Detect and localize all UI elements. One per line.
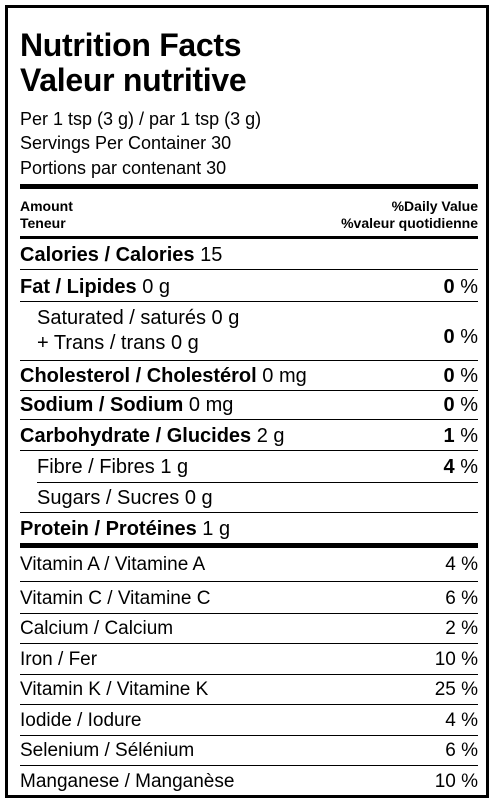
nutrition-facts-panel: Nutrition Facts Valeur nutritive Per 1 t… [5, 5, 489, 798]
thick-rule [20, 184, 478, 189]
amount-heading-english: Amount [20, 198, 73, 214]
protein-amount: 1 g [202, 518, 231, 540]
trans-amount: 0 g [170, 332, 199, 354]
trans-row: + Trans / trans 0 g [37, 331, 478, 355]
calcium-daily-value: 2 % [445, 618, 478, 639]
amount-heading-french: Teneur [20, 215, 66, 231]
selenium-row: Selenium / Sélénium 6 % [20, 739, 478, 763]
divider [20, 765, 478, 766]
manganese-row: Manganese / Manganèse 10 % [20, 770, 478, 794]
carbohydrate-daily-value: 1 % [443, 425, 478, 447]
fibre-row: Fibre / Fibres 1 g [37, 455, 478, 479]
vitamin-c-row: Vitamin C / Vitamine C 6 % [20, 587, 478, 611]
fibre-daily-value: 4 % [443, 456, 478, 478]
iodide-label: Iodide / Iodure [20, 710, 142, 731]
daily-value-heading-french: %valeur quotidienne [341, 215, 478, 231]
iron-label: Iron / Fer [20, 649, 98, 670]
trans-label: + Trans / trans [37, 332, 166, 354]
fibre-label: Fibre / Fibres [37, 456, 155, 478]
saturated-amount: 0 g [211, 307, 240, 329]
sugars-label: Sugars / Sucres [37, 487, 180, 509]
medium-rule [20, 236, 478, 239]
iron-daily-value: 10 % [434, 649, 478, 670]
thick-rule [20, 543, 478, 548]
vitamin-c-label: Vitamin C / Vitamine C [20, 588, 211, 609]
divider [20, 512, 478, 513]
divider [20, 735, 478, 736]
divider [37, 482, 478, 483]
saturated-row: Saturated / saturés 0 g [37, 306, 478, 330]
carbohydrate-row: Carbohydrate / Glucides 2 g 1 % [20, 424, 478, 448]
sodium-amount: 0 mg [188, 394, 234, 416]
manganese-label: Manganese / Manganèse [20, 771, 235, 792]
sodium-daily-value: 0 % [443, 394, 478, 416]
sodium-label: Sodium / Sodium [20, 394, 184, 416]
divider [20, 704, 478, 705]
fat-daily-value: 0 % [443, 276, 478, 298]
selenium-daily-value: 6 % [445, 740, 478, 761]
cholesterol-row: Cholesterol / Cholestérol 0 mg 0 % [20, 364, 478, 388]
daily-value-heading-english: %Daily Value [391, 198, 478, 214]
cholesterol-daily-value: 0 % [443, 365, 478, 387]
divider [20, 269, 478, 270]
saturated-trans-daily-value: 0 % [443, 326, 478, 348]
vitamin-a-row: Vitamin A / Vitamine A 4 % [20, 553, 478, 577]
vitamin-k-daily-value: 25 % [434, 679, 478, 700]
protein-label: Protein / Protéines [20, 518, 197, 540]
serving-size: Per 1 tsp (3 g) / par 1 tsp (3 g) [20, 109, 262, 129]
vitamin-a-label: Vitamin A / Vitamine A [20, 554, 206, 575]
divider [20, 390, 478, 391]
servings-english: Servings Per Container 30 [20, 133, 232, 153]
vitamin-k-label: Vitamin K / Vitamine K [20, 679, 209, 700]
cholesterol-label: Cholesterol / Cholestérol [20, 365, 257, 387]
iodide-daily-value: 4 % [445, 710, 478, 731]
sodium-row: Sodium / Sodium 0 mg 0 % [20, 393, 478, 417]
manganese-daily-value: 10 % [434, 771, 478, 792]
divider [20, 301, 478, 302]
divider [20, 450, 478, 451]
divider [20, 360, 478, 361]
cholesterol-amount: 0 mg [262, 365, 307, 387]
divider [20, 613, 478, 614]
calcium-row: Calcium / Calcium 2 % [20, 617, 478, 641]
saturated-label: Saturated / saturés [37, 307, 206, 329]
sugars-row: Sugars / Sucres 0 g [37, 486, 478, 510]
iron-row: Iron / Fer 10 % [20, 648, 478, 672]
vitamin-c-daily-value: 6 % [445, 588, 478, 609]
title-english: Nutrition Facts [20, 27, 242, 63]
fat-row: Fat / Lipides 0 g 0 % [20, 275, 478, 299]
panel-content: Nutrition Facts Valeur nutritive Per 1 t… [20, 8, 478, 795]
divider [20, 419, 478, 420]
carbohydrate-amount: 2 g [256, 425, 285, 447]
calcium-label: Calcium / Calcium [20, 618, 174, 639]
iodide-row: Iodide / Iodure 4 % [20, 709, 478, 733]
fat-amount: 0 g [142, 276, 171, 298]
sugars-amount: 0 g [184, 487, 213, 509]
calories-value: 15 [200, 244, 223, 266]
selenium-label: Selenium / Sélénium [20, 740, 195, 761]
servings-french: Portions par contenant 30 [20, 158, 227, 178]
title-french: Valeur nutritive [20, 62, 247, 98]
vitamin-a-daily-value: 4 % [445, 554, 478, 575]
divider [20, 674, 478, 675]
carbohydrate-label: Carbohydrate / Glucides [20, 425, 252, 447]
divider [20, 643, 478, 644]
calories-row: Calories / Calories 15 [20, 243, 478, 267]
calories-label: Calories / Calories [20, 244, 195, 266]
fat-label: Fat / Lipides [20, 276, 137, 298]
fibre-amount: 1 g [160, 456, 189, 478]
divider [20, 581, 478, 582]
vitamin-k-row: Vitamin K / Vitamine K 25 % [20, 678, 478, 702]
protein-row: Protein / Protéines 1 g [20, 517, 478, 541]
